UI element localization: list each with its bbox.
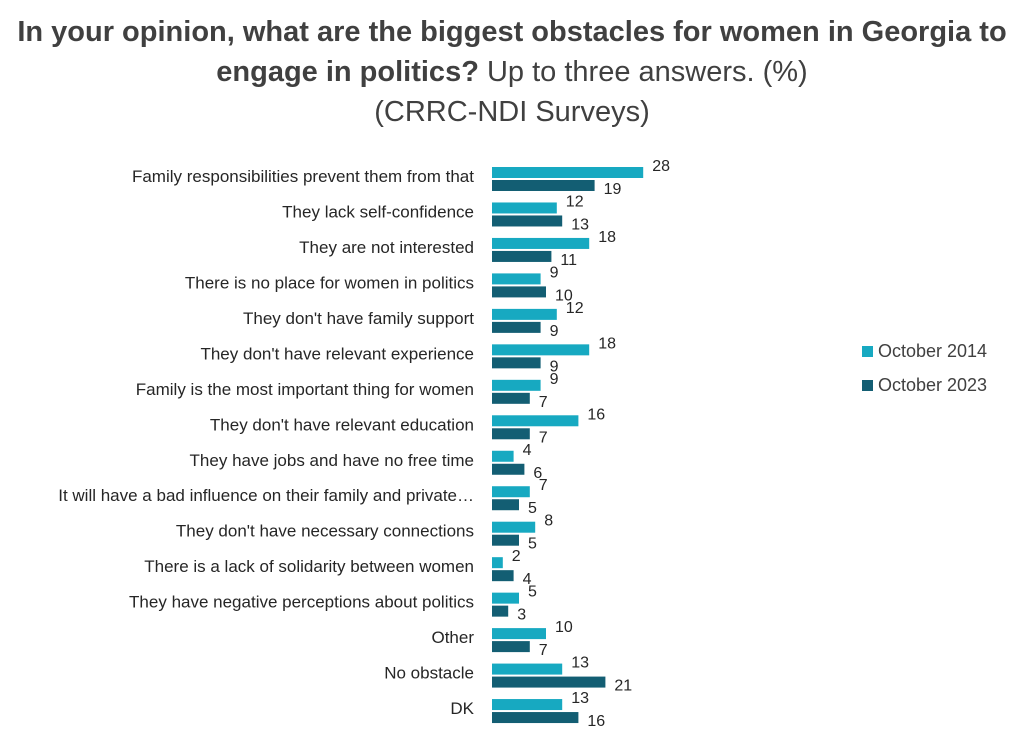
data-label: 9 bbox=[550, 358, 559, 375]
data-label: 18 bbox=[598, 335, 616, 352]
data-label: 19 bbox=[604, 181, 622, 198]
bar bbox=[492, 534, 519, 546]
category-label: They don't have relevant education bbox=[210, 415, 474, 434]
category-label: They have jobs and have no free time bbox=[190, 451, 474, 470]
data-label: 7 bbox=[539, 429, 548, 446]
data-label: 7 bbox=[539, 394, 548, 411]
bar bbox=[492, 570, 514, 582]
data-label: 10 bbox=[555, 619, 573, 636]
legend-swatch bbox=[862, 380, 873, 391]
category-label: They don't have necessary connections bbox=[176, 522, 474, 541]
bar bbox=[492, 663, 563, 675]
legend-swatch bbox=[862, 346, 873, 357]
category-label: No obstacle bbox=[384, 664, 474, 683]
data-label: 4 bbox=[523, 571, 532, 588]
category-label: They don't have family support bbox=[243, 309, 474, 328]
chart-title-bold: In your opinion, what are the biggest ob… bbox=[17, 16, 1007, 88]
data-label: 21 bbox=[614, 678, 632, 695]
category-label: They lack self-confidence bbox=[282, 202, 474, 221]
bar bbox=[492, 415, 579, 427]
category-label: Family is the most important thing for w… bbox=[136, 380, 474, 399]
data-label: 8 bbox=[544, 513, 553, 530]
data-label: 13 bbox=[571, 690, 589, 707]
bar bbox=[492, 308, 557, 320]
category-label: It will have a bad influence on their fa… bbox=[58, 486, 474, 505]
category-label: They don't have relevant experience bbox=[200, 344, 474, 363]
data-label: 18 bbox=[598, 229, 616, 246]
bar bbox=[492, 699, 563, 711]
bar bbox=[492, 557, 503, 569]
bar bbox=[492, 428, 530, 440]
chart-title-normal: Up to three answers. (%) bbox=[478, 56, 808, 88]
bar bbox=[492, 344, 590, 356]
bar bbox=[492, 379, 541, 391]
bar bbox=[492, 499, 519, 511]
data-label: 7 bbox=[539, 477, 548, 494]
bar bbox=[492, 321, 541, 333]
category-label: DK bbox=[450, 699, 474, 718]
category-label: Family responsibilities prevent them fro… bbox=[132, 167, 474, 186]
bar bbox=[492, 286, 546, 298]
bar bbox=[492, 215, 563, 227]
bar bbox=[492, 641, 530, 653]
data-label: 9 bbox=[550, 323, 559, 340]
category-label: They are not interested bbox=[299, 238, 474, 257]
bar bbox=[492, 392, 530, 404]
data-label: 7 bbox=[539, 642, 548, 659]
data-label: 5 bbox=[528, 500, 537, 517]
data-label: 10 bbox=[555, 287, 573, 304]
chart-subtitle: (CRRC-NDI Surveys) bbox=[374, 96, 650, 128]
data-label: 9 bbox=[550, 371, 559, 388]
bar bbox=[492, 592, 519, 604]
data-label: 16 bbox=[587, 406, 605, 423]
data-label: 5 bbox=[528, 536, 537, 553]
bar bbox=[492, 486, 530, 498]
data-label: 3 bbox=[517, 607, 526, 624]
legend-label: October 2023 bbox=[878, 375, 987, 395]
chart-title: In your opinion, what are the biggest ob… bbox=[0, 12, 1024, 132]
data-label: 11 bbox=[560, 252, 577, 269]
bar bbox=[492, 180, 595, 191]
category-label: There is a lack of solidarity between wo… bbox=[144, 557, 474, 576]
bar bbox=[492, 357, 541, 369]
bar bbox=[492, 628, 546, 640]
data-label: 5 bbox=[528, 584, 537, 601]
bar bbox=[492, 450, 514, 462]
category-label: There is no place for women in politics bbox=[185, 273, 474, 292]
bar bbox=[492, 250, 552, 262]
bar bbox=[492, 273, 541, 285]
bar bbox=[492, 605, 509, 617]
data-label: 2 bbox=[512, 548, 521, 565]
data-label: 12 bbox=[566, 300, 584, 317]
category-label: They have negative perceptions about pol… bbox=[129, 593, 474, 612]
data-label: 9 bbox=[550, 264, 559, 281]
data-label: 28 bbox=[652, 158, 670, 175]
data-label: 13 bbox=[571, 216, 589, 233]
bar bbox=[492, 463, 525, 475]
legend-label: October 2014 bbox=[878, 341, 987, 361]
bar bbox=[492, 521, 536, 533]
category-label: Other bbox=[431, 628, 474, 647]
bar bbox=[492, 167, 644, 178]
data-label: 16 bbox=[587, 713, 605, 730]
data-label: 6 bbox=[533, 465, 542, 482]
data-label: 12 bbox=[566, 193, 584, 210]
bar bbox=[492, 712, 579, 724]
bar bbox=[492, 237, 590, 249]
data-label: 13 bbox=[571, 655, 589, 672]
data-label: 4 bbox=[523, 442, 532, 459]
bar bbox=[492, 202, 557, 214]
bar bbox=[492, 676, 606, 688]
